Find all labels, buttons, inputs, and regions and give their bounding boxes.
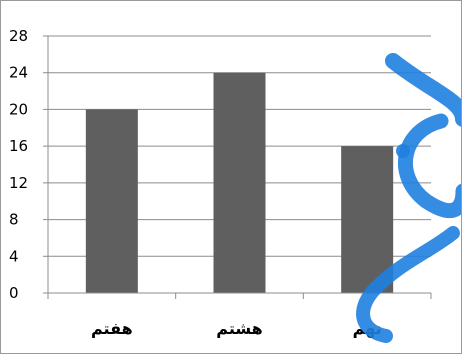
x-category-label: هشتم xyxy=(216,319,262,338)
watermark-logo xyxy=(356,53,461,343)
y-tick-label: 16 xyxy=(9,137,28,155)
y-tick-label: 28 xyxy=(9,27,28,45)
watermark-stroke-bottom xyxy=(356,226,460,343)
y-tick-label: 20 xyxy=(9,100,28,118)
watermark-stroke-middle xyxy=(397,113,461,219)
y-tick-label: 24 xyxy=(9,64,28,82)
y-axis-ticks: 0 4 8 12 16 20 24 28 xyxy=(9,27,48,302)
y-tick-label: 12 xyxy=(9,174,28,192)
bars xyxy=(85,72,394,293)
y-tick-label: 0 xyxy=(9,284,19,302)
bar-1 xyxy=(85,109,138,293)
x-category-label: هفتم xyxy=(91,319,133,338)
y-tick-label: 8 xyxy=(9,211,19,229)
watermark-dot xyxy=(396,144,410,158)
watermark-stroke-top xyxy=(385,53,461,127)
bar-3 xyxy=(341,146,394,293)
y-tick-label: 4 xyxy=(9,247,19,265)
bar-2 xyxy=(213,72,266,293)
x-axis-labels: هفتم هشتم نهم xyxy=(91,319,382,338)
